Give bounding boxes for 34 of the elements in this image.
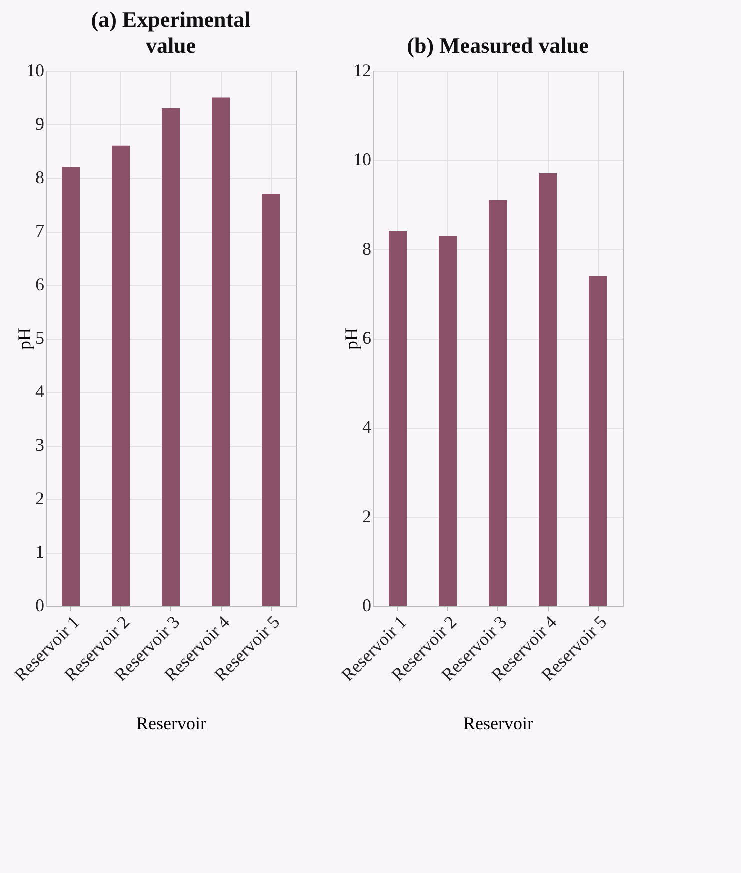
- y-tick-label: 1: [36, 542, 44, 562]
- y-tick-label: 5: [36, 328, 44, 348]
- bar: [162, 108, 180, 606]
- y-tick-label: 8: [362, 238, 372, 259]
- bar: [62, 167, 80, 606]
- chart-title: (b) Measured value: [407, 33, 590, 58]
- bar: [112, 146, 130, 606]
- bar: [539, 174, 557, 606]
- y-tick-label: 12: [354, 60, 372, 80]
- y-tick-label: 10: [354, 150, 372, 170]
- y-tick-label: 2: [36, 488, 44, 508]
- chart-title: (a) Experimental value: [91, 7, 251, 58]
- y-tick-label: 0: [362, 596, 372, 616]
- y-tick-label: 3: [36, 435, 44, 455]
- y-tick-label: 2: [362, 506, 372, 526]
- y-tick-label: 6: [36, 274, 44, 294]
- x-axis-title: Reservoir: [136, 713, 206, 734]
- y-tick-label: 8: [36, 168, 44, 188]
- y-tick-label: 10: [26, 60, 44, 80]
- y-tick-label: 6: [362, 328, 372, 348]
- bar: [439, 236, 457, 606]
- y-tick-label: 0: [36, 596, 44, 616]
- bar: [589, 276, 607, 606]
- y-tick-label: 7: [36, 221, 44, 241]
- y-axis-title: pH: [14, 328, 34, 350]
- y-tick-label: 4: [36, 382, 44, 402]
- bar: [262, 194, 280, 606]
- y-tick-label: 4: [362, 417, 372, 438]
- x-axis-title: Reservoir: [464, 713, 534, 734]
- y-tick-label: 9: [36, 114, 44, 134]
- bar: [212, 98, 230, 606]
- bar: [489, 200, 507, 606]
- y-axis-title: pH: [342, 328, 362, 350]
- bar: [389, 232, 407, 606]
